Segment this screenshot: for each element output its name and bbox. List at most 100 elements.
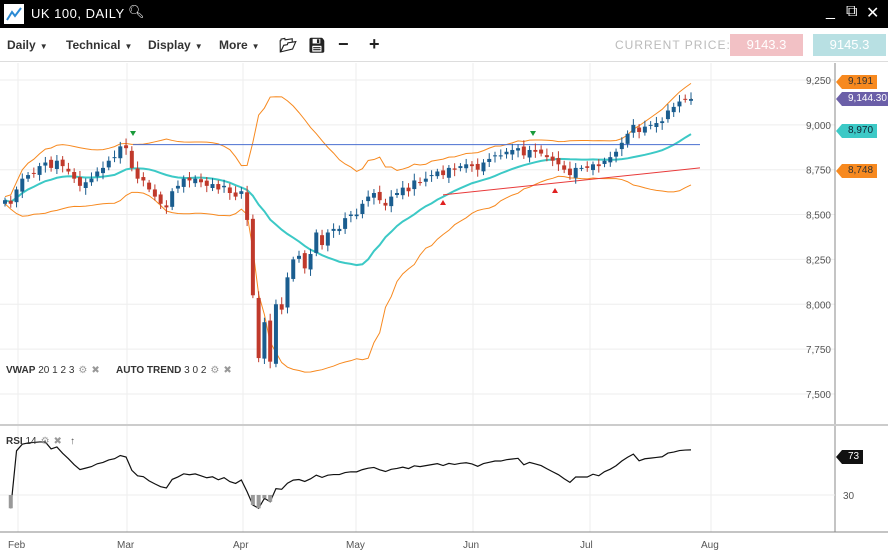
candle bbox=[199, 179, 203, 183]
candle bbox=[101, 167, 105, 174]
candle bbox=[20, 178, 25, 192]
lower-band-tag: 8,748 bbox=[835, 164, 878, 178]
candle bbox=[83, 182, 88, 188]
candle bbox=[348, 214, 353, 216]
gear-icon[interactable]: ⚙ bbox=[210, 365, 220, 376]
candle bbox=[562, 165, 567, 170]
candle bbox=[222, 185, 227, 188]
candle bbox=[14, 189, 19, 203]
candle bbox=[585, 166, 590, 168]
candle bbox=[418, 182, 423, 184]
auto-trend-name: AUTO TREND bbox=[116, 365, 182, 376]
candle bbox=[400, 187, 405, 196]
gear-icon[interactable]: ⚙ bbox=[78, 365, 88, 376]
menu-more[interactable]: More ▼ bbox=[219, 38, 260, 52]
y-tick-label: 8,000 bbox=[806, 300, 831, 311]
candle bbox=[556, 158, 561, 165]
candle bbox=[124, 145, 129, 149]
rsi-line bbox=[10, 441, 692, 510]
menu-display[interactable]: Display ▼ bbox=[148, 38, 203, 52]
candle bbox=[366, 196, 371, 202]
candle bbox=[337, 228, 342, 232]
candle bbox=[314, 232, 319, 253]
minimize-button[interactable]: _ bbox=[826, 3, 835, 20]
candle bbox=[527, 149, 532, 158]
candle bbox=[37, 166, 42, 175]
bid-price-button[interactable]: 9143.3 bbox=[730, 34, 803, 56]
candle bbox=[423, 178, 428, 182]
zoom-in-icon[interactable]: + bbox=[369, 34, 380, 54]
candle bbox=[493, 155, 497, 157]
app-logo-icon bbox=[4, 4, 24, 24]
zoom-out-icon[interactable]: − bbox=[338, 34, 349, 54]
candle bbox=[210, 184, 215, 188]
vwap-legend: VWAP 20 1 2 3 ⚙ ✖ bbox=[6, 365, 100, 376]
menu-daily[interactable]: Daily ▼ bbox=[7, 38, 48, 52]
support-line bbox=[442, 167, 701, 196]
candle bbox=[54, 160, 59, 169]
save-icon[interactable]: 💾︎ bbox=[308, 37, 326, 53]
candle bbox=[591, 164, 595, 171]
candle bbox=[129, 150, 134, 168]
magnifier-icon[interactable]: 🔍︎ bbox=[128, 4, 145, 19]
auto-trend-params: 3 0 2 bbox=[184, 365, 207, 376]
x-tick-label: Jun bbox=[463, 540, 479, 551]
close-icon[interactable]: ✖ bbox=[53, 436, 62, 447]
y-tick-label: 8,750 bbox=[806, 166, 831, 177]
candle bbox=[435, 171, 440, 177]
candle bbox=[637, 127, 642, 133]
candle bbox=[544, 155, 549, 158]
candle bbox=[302, 253, 307, 269]
candle bbox=[614, 151, 619, 157]
candle bbox=[683, 98, 688, 100]
candle bbox=[516, 148, 521, 151]
last-price-tag: 9,144.30 bbox=[836, 92, 888, 106]
candle bbox=[262, 322, 267, 359]
candle bbox=[227, 187, 232, 194]
candle bbox=[175, 185, 180, 189]
candle bbox=[539, 149, 544, 154]
candle bbox=[631, 124, 636, 133]
candle bbox=[671, 106, 676, 113]
y-tick-label: 8,250 bbox=[806, 255, 831, 266]
candle bbox=[395, 193, 399, 195]
x-tick-label: Jul bbox=[580, 540, 593, 551]
upper-band bbox=[4, 82, 692, 198]
candle bbox=[412, 180, 417, 190]
candle bbox=[648, 124, 653, 126]
candle bbox=[72, 172, 77, 179]
candle bbox=[331, 228, 336, 231]
upper-band-tag: 9,191 bbox=[835, 75, 878, 89]
lower-band bbox=[4, 175, 692, 373]
window-title: UK 100, DAILY bbox=[31, 6, 125, 21]
menu-label: Technical bbox=[66, 38, 121, 52]
candle bbox=[625, 133, 630, 144]
close-icon[interactable]: ✖ bbox=[91, 365, 100, 376]
folder-open-icon[interactable]: 📂︎ bbox=[279, 37, 297, 53]
candle bbox=[360, 203, 365, 215]
candle bbox=[26, 175, 31, 179]
pivot-marker bbox=[530, 131, 536, 136]
candle bbox=[567, 168, 572, 176]
close-icon[interactable]: ✖ bbox=[223, 365, 232, 376]
candle bbox=[325, 232, 330, 246]
gear-icon[interactable]: ⚙ bbox=[40, 436, 50, 447]
menu-technical[interactable]: Technical ▼ bbox=[66, 38, 132, 52]
ask-price-button[interactable]: 9145.3 bbox=[813, 34, 886, 56]
candle bbox=[60, 159, 65, 167]
pivot-marker bbox=[552, 188, 558, 193]
candle bbox=[112, 157, 117, 159]
popout-icon[interactable]: ⧉ bbox=[846, 3, 858, 20]
x-tick-label: Apr bbox=[233, 540, 249, 551]
candle bbox=[187, 177, 192, 181]
toolbar: Daily ▼ Technical ▼ Display ▼ More ▼ 📂︎ 💾︎ −… bbox=[0, 29, 888, 62]
candle bbox=[95, 171, 100, 177]
candle bbox=[256, 297, 261, 359]
arrow-up-icon[interactable]: ↑ bbox=[69, 436, 75, 447]
ma-line bbox=[4, 133, 692, 267]
vwap-name: VWAP bbox=[6, 365, 36, 376]
close-icon[interactable]: ✕ bbox=[866, 5, 880, 22]
x-tick-label: Feb bbox=[8, 540, 26, 551]
candle bbox=[216, 184, 221, 190]
